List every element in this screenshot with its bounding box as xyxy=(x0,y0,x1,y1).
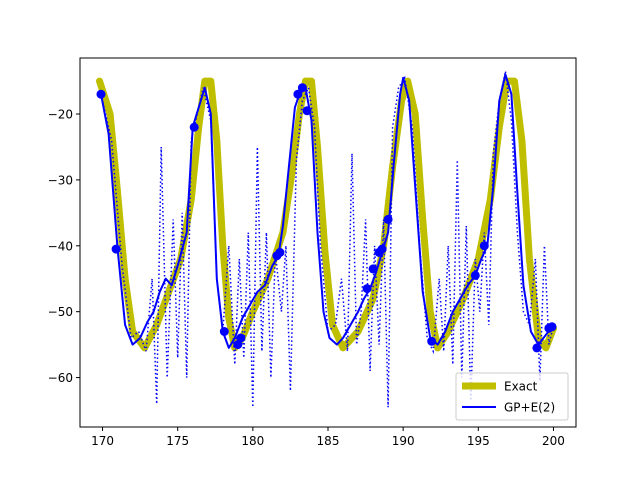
y-tick-label: −60 xyxy=(48,371,73,385)
data-point xyxy=(189,122,199,132)
y-axis: −60 −50 −40 −30 −20 xyxy=(48,108,80,385)
data-point xyxy=(362,284,372,294)
data-point xyxy=(479,241,489,251)
data-point xyxy=(236,333,246,343)
data-point xyxy=(302,106,312,116)
series-gp-e-2 xyxy=(100,73,555,349)
x-tick-label: 200 xyxy=(542,434,565,448)
data-point xyxy=(547,322,557,332)
x-tick-label: 195 xyxy=(467,434,490,448)
legend: Exact GP+E(2) xyxy=(455,372,569,421)
legend-exact-label: Exact xyxy=(504,380,538,394)
data-point xyxy=(377,244,387,254)
y-tick-label: −40 xyxy=(48,239,73,253)
x-tick-label: 170 xyxy=(91,434,114,448)
data-point xyxy=(96,89,106,99)
data-point xyxy=(383,214,393,224)
data-point xyxy=(293,89,303,99)
y-tick-label: −50 xyxy=(48,305,73,319)
x-tick-label: 180 xyxy=(241,434,264,448)
data-point xyxy=(219,327,229,336)
x-tick-label: 190 xyxy=(392,434,415,448)
y-tick-label: −20 xyxy=(48,108,73,122)
plot-area xyxy=(96,71,557,408)
data-point xyxy=(111,244,121,254)
data-point xyxy=(297,83,307,93)
data-point xyxy=(532,343,542,353)
series-gp-samples-dotted xyxy=(100,71,555,408)
x-axis: 170 175 180 185 190 195 200 xyxy=(91,427,565,448)
data-point xyxy=(427,336,437,346)
data-point xyxy=(368,264,378,274)
data-point xyxy=(275,247,285,257)
x-tick-label: 175 xyxy=(166,434,189,448)
legend-gp-label: GP+E(2) xyxy=(504,401,555,415)
x-tick-label: 185 xyxy=(317,434,340,448)
y-tick-label: −30 xyxy=(48,173,73,187)
data-point xyxy=(470,270,480,280)
